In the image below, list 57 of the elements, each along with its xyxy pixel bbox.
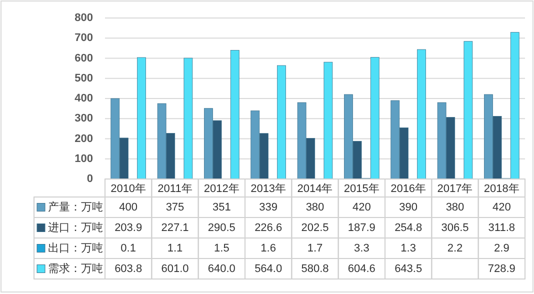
data-label: 390 (399, 201, 418, 214)
x-tick-label: 2010年 (110, 183, 146, 195)
data-label: 420 (492, 201, 511, 214)
data-label: 1.3 (400, 242, 416, 254)
data-label: 1.6 (260, 242, 276, 254)
data-label: 604.6 (348, 262, 376, 275)
legend-label: 出口：万吨 (48, 241, 103, 254)
data-label: 643.5 (394, 262, 422, 275)
data-label: 226.6 (254, 222, 282, 234)
data-label: 580.8 (301, 262, 329, 275)
data-label: 564.0 (254, 262, 282, 275)
data-label: 306.5 (441, 222, 469, 234)
data-label: 202.5 (301, 222, 329, 234)
data-label: 380 (306, 201, 324, 214)
y-tick-label: 600 (74, 52, 93, 64)
y-tick-label: 800 (74, 12, 93, 24)
x-tick-label: 2018年 (484, 183, 520, 195)
data-label: 2.9 (494, 242, 510, 254)
data-label: 254.8 (394, 222, 422, 234)
data-label: 2.2 (447, 242, 463, 254)
data-label: 339 (259, 201, 278, 214)
x-tick-label: 2011年 (158, 183, 192, 195)
data-label: 603.8 (114, 262, 142, 275)
data-label: 420 (352, 201, 371, 214)
x-tick-label: 2013年 (250, 183, 286, 195)
data-label: 203.9 (114, 222, 142, 234)
x-tick-label: 2012年 (204, 183, 240, 195)
data-label: 375 (166, 201, 184, 214)
x-tick-label: 2017年 (437, 183, 473, 195)
data-label: 601.0 (161, 262, 189, 275)
y-tick-label: 700 (74, 32, 93, 44)
x-tick-label: 2014年 (297, 183, 333, 195)
x-tick-label: 2015年 (344, 183, 380, 195)
data-label: 1.5 (214, 242, 230, 254)
y-tick-label: 0 (86, 173, 93, 185)
data-label: 728.9 (488, 262, 516, 275)
data-label: 640.0 (208, 262, 236, 275)
data-label: 187.9 (348, 222, 376, 234)
y-tick-label: 500 (74, 72, 93, 84)
y-tick-label: 200 (74, 132, 93, 145)
data-label: 0.1 (120, 242, 136, 254)
data-label: 3.3 (354, 242, 370, 254)
data-label: 227.1 (161, 222, 189, 234)
legend-label: 产量：万吨 (48, 200, 103, 214)
data-label: 351 (212, 201, 231, 214)
data-label: 1.1 (167, 242, 183, 254)
legend-label: 进口：万吨 (48, 220, 103, 234)
data-label: 400 (119, 201, 138, 214)
y-tick-label: 100 (74, 152, 93, 165)
x-tick-label: 2016年 (390, 183, 426, 195)
data-label: 311.8 (488, 222, 516, 234)
data-label: 1.7 (307, 242, 323, 254)
data-label: 290.5 (208, 222, 236, 234)
legend-label: 需求：万吨 (48, 262, 103, 275)
data-label: 380 (446, 201, 464, 214)
y-tick-label: 400 (74, 92, 93, 104)
y-tick-label: 300 (74, 112, 93, 125)
